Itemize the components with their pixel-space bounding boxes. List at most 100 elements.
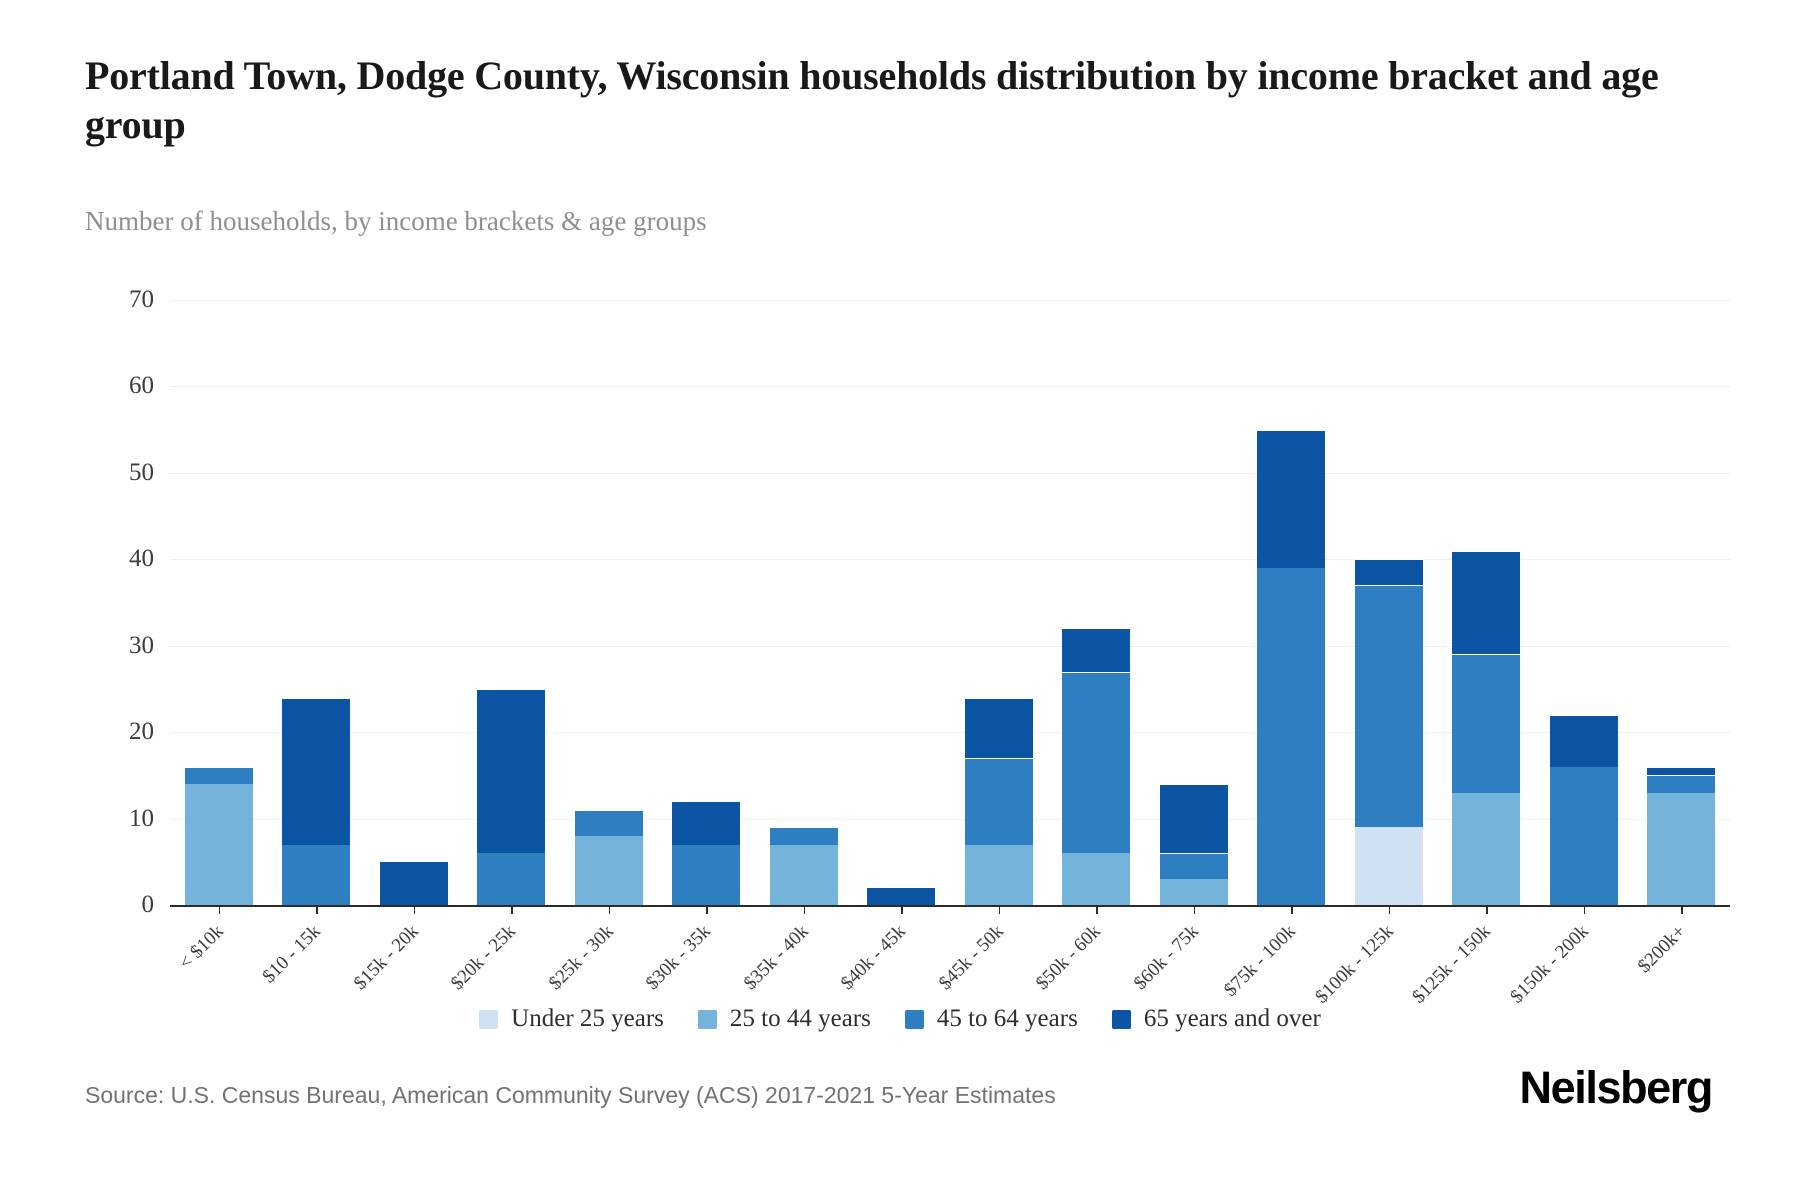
y-axis-tick-label: 50 — [129, 458, 154, 486]
bar-segment[interactable] — [1354, 827, 1423, 905]
x-axis-tick-mark — [803, 905, 806, 914]
bar-segment[interactable] — [1549, 714, 1618, 767]
x-axis-tick-mark — [413, 905, 416, 914]
bar-segment[interactable] — [1062, 853, 1131, 905]
gridline-20 — [170, 732, 1730, 734]
legend-swatch-icon — [1111, 1009, 1131, 1029]
bar-segment[interactable] — [477, 853, 546, 905]
bar-stack[interactable] — [1257, 429, 1326, 905]
bar-segment[interactable] — [184, 784, 253, 905]
bar-segment[interactable] — [1159, 853, 1228, 880]
x-axis-tick-label: $150k - 200k — [1506, 921, 1593, 1008]
page-title: Portland Town, Dodge County, Wisconsin h… — [85, 53, 1659, 147]
bar-segment[interactable] — [282, 844, 351, 905]
bar-stack[interactable] — [1159, 784, 1228, 905]
gridline-0 — [170, 905, 1730, 907]
bar-segment[interactable] — [1257, 429, 1326, 568]
bar-stack[interactable] — [867, 887, 936, 905]
bar-stack[interactable] — [282, 697, 351, 905]
x-axis-tick-label: < $10k — [174, 921, 228, 974]
bar-segment[interactable] — [1257, 567, 1326, 905]
y-axis-tick-label: 70 — [129, 286, 154, 313]
x-axis-tick-mark — [1388, 905, 1391, 914]
x-axis-tick-label: $75k - 100k — [1220, 921, 1301, 1001]
legend-item[interactable]: 25 to 44 years — [697, 1005, 871, 1033]
bar-stack[interactable] — [672, 801, 741, 905]
bar-segment[interactable] — [964, 758, 1033, 845]
bar-segment[interactable] — [964, 844, 1033, 905]
bar-segment[interactable] — [1062, 671, 1131, 854]
x-axis-tick-label: $100k - 125k — [1311, 921, 1398, 1008]
bar-stack[interactable] — [769, 827, 838, 905]
bar-segment[interactable] — [1452, 792, 1521, 905]
bar-segment[interactable] — [769, 844, 838, 905]
chart-legend: Under 25 years 25 to 44 years 45 to 64 yea… — [0, 1005, 1800, 1033]
y-axis-tick-label: 20 — [129, 718, 154, 746]
bar-segment[interactable] — [672, 844, 741, 905]
x-axis-tick-label: $40k - 45k — [837, 921, 911, 995]
bar-stack[interactable] — [1062, 628, 1131, 905]
bar-segment[interactable] — [964, 697, 1033, 759]
bar-segment[interactable] — [574, 835, 643, 905]
bar-segment[interactable] — [867, 887, 936, 905]
legend-swatch-icon — [697, 1009, 717, 1029]
x-axis-tick-mark — [608, 905, 611, 914]
x-axis-tick-mark — [1291, 905, 1293, 914]
y-axis-tick-label: 30 — [129, 631, 154, 659]
x-axis-tick-mark — [511, 905, 513, 914]
x-axis-tick-mark — [218, 905, 221, 914]
x-axis-tick-mark — [1096, 905, 1098, 914]
bar-stack[interactable] — [1452, 550, 1521, 905]
bar-segment[interactable] — [672, 801, 741, 845]
bar-stack[interactable] — [574, 809, 643, 905]
x-axis-tick-label: $200k+ — [1634, 921, 1691, 978]
x-axis-tick-label: $10 - 15k — [258, 921, 326, 988]
y-axis-tick-label: 60 — [129, 372, 154, 400]
legend-item[interactable]: 65 years and over — [1111, 1005, 1321, 1033]
x-axis-tick-mark — [901, 905, 903, 914]
x-axis-tick-label: $25k - 30k — [544, 921, 618, 995]
bar-segment[interactable] — [1354, 585, 1423, 828]
x-axis-tick-mark — [316, 905, 318, 914]
x-axis-tick-mark — [1583, 905, 1586, 914]
legend-label: Under 25 years — [511, 1005, 664, 1032]
gridline-10 — [170, 818, 1730, 820]
bar-stack[interactable] — [477, 688, 546, 905]
bar-stack[interactable] — [379, 861, 448, 905]
bar-segment[interactable] — [574, 809, 643, 836]
bar-stack[interactable] — [964, 697, 1033, 905]
gridline-50 — [170, 472, 1730, 474]
bar-segment[interactable] — [1647, 766, 1716, 776]
x-axis-tick-label: $15k - 20k — [349, 921, 423, 995]
legend-item[interactable]: Under 25 years — [479, 1005, 664, 1033]
bar-segment[interactable] — [1647, 775, 1716, 793]
plot-area: 0 10 20 30 40 50 60 70 < $10k $10 - 15k $15k - 20… — [129, 286, 1730, 1007]
bar-segment[interactable] — [282, 697, 351, 845]
legend-swatch-icon — [904, 1009, 924, 1029]
bar-stack[interactable] — [1549, 714, 1618, 905]
bar-stack[interactable] — [1647, 766, 1716, 905]
x-axis-tick-mark — [1486, 905, 1488, 914]
x-axis-tick-label: $20k - 25k — [447, 921, 521, 995]
bar-segment[interactable] — [1452, 654, 1521, 793]
bar-segment[interactable] — [1062, 628, 1131, 672]
bar-segment[interactable] — [769, 827, 838, 845]
bar-segment[interactable] — [1159, 879, 1228, 905]
source-note: Source: U.S. Census Bureau, American Com… — [85, 1082, 1056, 1108]
y-axis-tick-label: 0 — [141, 891, 155, 918]
gridline-30 — [170, 645, 1730, 647]
bar-segment[interactable] — [1452, 550, 1521, 655]
x-axis-tick-label: $125k - 150k — [1408, 921, 1496, 1008]
bar-segment[interactable] — [379, 861, 448, 905]
bar-segment[interactable] — [1647, 792, 1716, 905]
bar-stack[interactable] — [1354, 559, 1423, 905]
bar-segment[interactable] — [184, 766, 253, 784]
bar-stack[interactable] — [184, 766, 253, 905]
legend-item[interactable]: 45 to 64 years — [904, 1005, 1078, 1033]
bar-segment[interactable] — [1549, 766, 1618, 905]
bar-segment[interactable] — [477, 688, 546, 854]
bar-segment[interactable] — [1354, 559, 1423, 586]
x-axis-tick-mark — [1681, 905, 1683, 914]
bar-segment[interactable] — [1159, 784, 1228, 854]
